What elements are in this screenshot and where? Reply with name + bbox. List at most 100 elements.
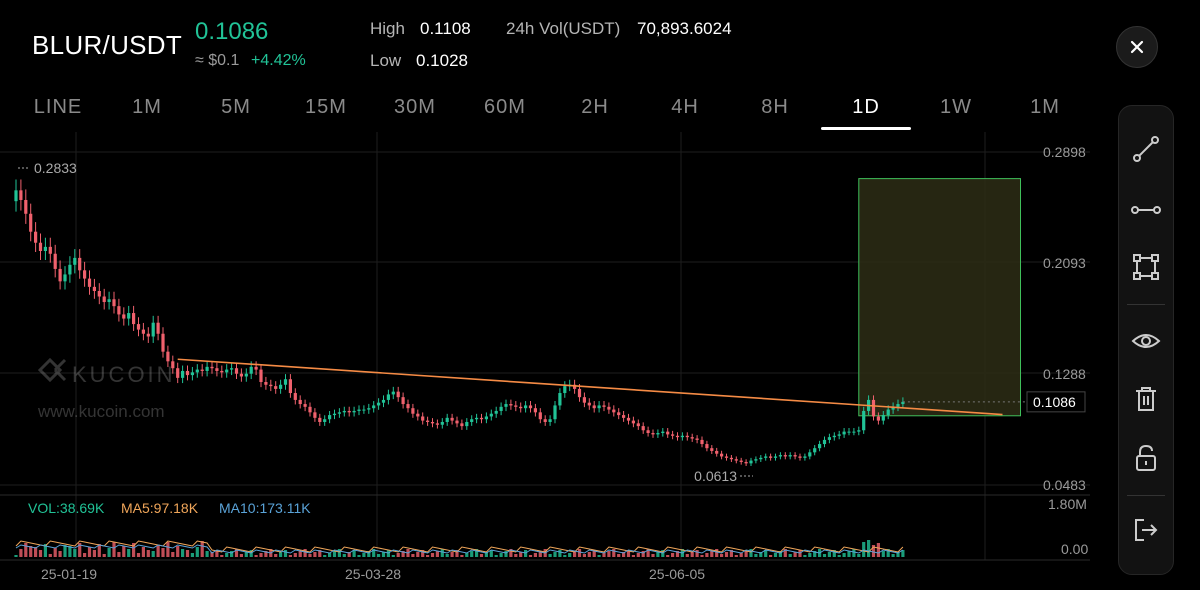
candle [641,426,645,431]
volume-bar [822,554,827,557]
price-tick: 0.0483 [1043,477,1086,493]
tab-8h[interactable]: 8H [761,96,789,118]
volume-bar [117,552,121,557]
candle [901,401,905,405]
candle [136,324,141,330]
candle [543,419,547,422]
volume-bar [847,551,851,557]
candle [778,455,782,457]
candle [323,419,327,422]
volume-bar [381,552,386,557]
fiat-approx: ≈ $0.1 [195,52,240,69]
volume-bar [342,554,346,557]
volume-bar [465,553,469,557]
horizontal-ray-tool-button[interactable] [1127,191,1165,229]
ticker-header: BLUR/USDT 0.1086 ≈ $0.1 +4.42% High 0.11… [0,0,1200,90]
candle [401,397,405,405]
candle [234,368,239,374]
tab-1m[interactable]: 1M [132,96,162,118]
tab-15m[interactable]: 15M [305,96,347,118]
trading-pair-title[interactable]: BLUR/USDT [32,30,183,60]
volume-bar [509,549,513,557]
volume-bar [200,541,204,557]
volume-bar [220,555,224,557]
candle [690,437,694,439]
visibility-toggle-button[interactable] [1127,322,1165,360]
volume-bar [53,548,57,557]
candle [739,460,743,462]
volume-bar [568,553,572,557]
trash-icon [1136,387,1156,411]
volume-bar [577,549,582,557]
candle [837,434,841,436]
volume-bar [176,546,180,557]
candle [519,406,523,409]
volume-bar [842,553,846,557]
candle [563,386,567,394]
candle [381,399,386,403]
candle [406,404,410,409]
drawing-toolbar [1118,105,1174,575]
volume-bar [724,552,729,557]
candle [269,384,273,387]
candle [264,381,268,385]
candle [293,393,297,400]
volume-bar [440,549,444,557]
volume-24h-label: 24h Vol(USDT) [506,19,621,38]
candle [396,391,400,398]
candle [83,270,87,279]
trendline-tool-button[interactable] [1127,130,1165,168]
candlestick-chart[interactable]: KUCOIN www.kucoin.com 0.2833 0.0613 0.289… [0,132,1095,590]
price-change-percent: +4.42% [251,52,306,69]
tab-5m[interactable]: 5M [221,96,251,118]
tab-1w[interactable]: 1W [940,96,972,118]
candle [421,416,425,421]
volume-bar [671,553,675,557]
tab-30m[interactable]: 30M [394,96,436,118]
volume-bar [729,550,733,557]
tab-4h[interactable]: 4H [671,96,699,118]
tab-1mo[interactable]: 1M [1030,96,1060,118]
volume-tick: 1.80M [1048,496,1087,512]
toolbar-divider [1127,495,1165,496]
candle [225,369,229,373]
candle [386,394,390,400]
candle [675,435,680,438]
candle [279,384,283,389]
exit-drawing-button[interactable] [1127,511,1165,549]
volume-bar [303,549,307,557]
volume-bar [332,551,337,557]
candle [788,455,792,457]
tab-1d[interactable]: 1D [852,96,880,118]
interval-tabs: LINE 1M 5M 15M 30M 60M 2H 4H 8H 1D 1W 1M [0,92,1090,132]
volume-bar [185,550,190,557]
tab-2h[interactable]: 2H [581,96,609,118]
kucoin-logo-icon [37,357,67,383]
volume-legend-ma10: MA10:173.11K [219,500,311,516]
volume-bar [563,555,567,557]
volume-bar [166,542,170,557]
volume-bar [715,549,719,557]
volume-bar [29,546,33,557]
candle [504,404,508,407]
candle [426,420,430,422]
volume-bar [337,549,341,557]
candle [239,373,243,377]
candle [666,431,670,435]
ma5-line [15,540,904,553]
close-button[interactable] [1116,26,1158,68]
tab-line[interactable]: LINE [33,96,83,118]
volume-bar [190,553,194,557]
candle [127,313,131,319]
volume-bar [867,540,871,557]
rectangle-tool-button[interactable] [1127,248,1165,286]
volume-bar [151,551,155,557]
lock-drawings-button[interactable] [1127,439,1165,477]
tab-60m[interactable]: 60M [484,96,526,118]
volume-bar [504,551,508,557]
volume-bar [612,549,616,557]
delete-drawings-button[interactable] [1127,380,1165,418]
candle [881,415,885,421]
eye-icon [1131,334,1161,348]
candle [876,416,880,421]
